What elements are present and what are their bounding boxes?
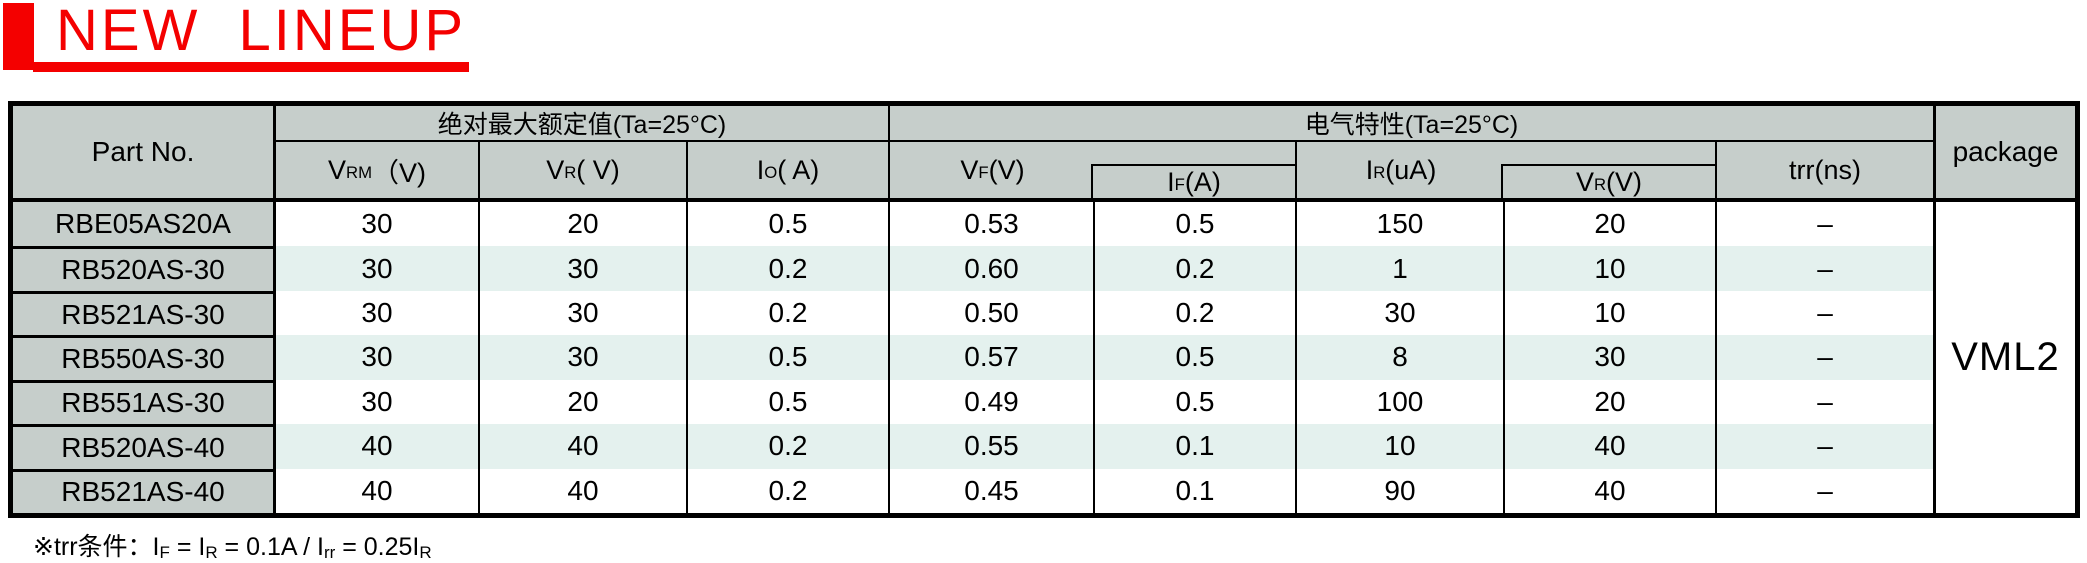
value-cell-trr: – (1817, 208, 1833, 240)
value-cell-if: 0.1 (1095, 424, 1297, 469)
value-cell-vf: 0.49 (890, 379, 1095, 425)
value-cell-io: 0.2 (688, 246, 890, 291)
value-cell-vr2: 10 (1505, 246, 1717, 291)
value-cell-vr2: 30 (1505, 335, 1717, 380)
value-cell-vr: 30 (480, 290, 688, 336)
value-cell-vr2: 20 (1505, 379, 1717, 425)
value-cell-vr: 40 (480, 468, 688, 513)
part-no-cell: RBE05AS20A (13, 202, 276, 247)
header-io-symbol: I (756, 154, 765, 185)
header-if-symbol: I (1167, 166, 1175, 197)
value-cell-if: 0.5 (1095, 335, 1297, 380)
value-cell-vr2: 10 (1505, 290, 1717, 336)
value-cell-if: 0.5 (1095, 202, 1297, 247)
value-cell-trr: – (1817, 474, 1833, 506)
value-cell-vf: 0.53 (890, 202, 1095, 247)
header-vf-symbol: V (960, 154, 979, 185)
footnote-text: ※trr条件：I (33, 533, 160, 561)
group-header-electrical-characteristics: 电气特性(Ta=25°C) (890, 106, 1933, 142)
value-cell-vr2: 20 (1505, 202, 1717, 247)
spec-table: Part No. 绝对最大额定值(Ta=25°C) 电气特性(Ta=25°C) … (8, 101, 2080, 518)
value-cell-ir: 150 (1297, 202, 1505, 247)
header-vrm: V RM （V) (276, 142, 480, 202)
value-cell-ir: 10 (1297, 424, 1505, 469)
header-trr-symbol: trr (1789, 154, 1815, 185)
trr-condition-footnote: ※trr条件：IF = IR = 0.1A / Irr = 0.25IR (33, 533, 432, 562)
value-cell-io: 0.5 (688, 202, 890, 247)
value-cell-trr: – (1817, 297, 1833, 329)
value-cell-ir: 30 (1297, 290, 1505, 336)
value-cell-vf: 0.57 (890, 335, 1095, 380)
value-cell-vrm: 40 (276, 424, 480, 469)
value-cell-trr: – (1717, 335, 1933, 380)
value-cell-ir: 8 (1297, 335, 1505, 380)
value-cell-vr: 20 (480, 379, 688, 425)
header-package: package (1933, 106, 2075, 202)
part-no-cell: RB550AS-30 (13, 335, 276, 380)
value-cell-ir: 90 (1297, 468, 1505, 513)
value-cell-vr: 40 (480, 424, 688, 469)
value-cell-vf: 0.55 (890, 424, 1095, 469)
value-cell-if: 0.2 (1095, 246, 1297, 291)
header-vr-symbol: V (546, 154, 565, 185)
part-no-cell: RB521AS-40 (13, 468, 276, 513)
value-cell-vf: 0.50 (890, 290, 1095, 336)
header-ir-symbol: I (1365, 154, 1374, 185)
value-cell-vf: 0.60 (890, 246, 1095, 291)
header-vr: V R( V) (480, 142, 688, 202)
title-accent-bar (3, 3, 34, 70)
value-cell-ir: 100 (1297, 379, 1505, 425)
value-cell-vrm: 30 (276, 335, 480, 380)
value-cell-vr2: 40 (1505, 424, 1717, 469)
value-cell-vr: 30 (480, 335, 688, 380)
value-cell-io: 0.5 (688, 335, 890, 380)
header-vr2-symbol: V (1575, 166, 1594, 197)
value-cell-io: 0.2 (688, 424, 890, 469)
title-underline (33, 62, 469, 72)
value-cell-io: 0.5 (688, 379, 890, 425)
package-value-cell: VML2 (1933, 202, 2075, 513)
value-cell-vrm: 30 (276, 202, 480, 247)
value-cell-trr: – (1717, 424, 1933, 469)
header-io: I O( A) (688, 142, 890, 202)
page-title: NEW LINEUP (56, 0, 467, 63)
part-no-cell: RB520AS-30 (13, 246, 276, 291)
value-cell-if: 0.2 (1095, 290, 1297, 336)
value-cell-vr: 30 (480, 246, 688, 291)
value-cell-vf: 0.45 (890, 468, 1095, 513)
value-cell-vrm: 30 (276, 290, 480, 336)
value-cell-vr2: 40 (1505, 468, 1717, 513)
value-cell-vrm: 40 (276, 468, 480, 513)
group-header-absolute-max-ratings: 绝对最大额定值(Ta=25°C) (276, 106, 890, 142)
value-cell-vrm: 30 (276, 379, 480, 425)
value-cell-trr: – (1717, 246, 1933, 291)
part-no-cell: RB520AS-40 (13, 424, 276, 469)
value-cell-io: 0.2 (688, 468, 890, 513)
header-trr: trr (ns) (1717, 142, 1933, 202)
header-vrm-symbol: V (327, 154, 346, 185)
value-cell-vrm: 30 (276, 246, 480, 291)
part-no-cell: RB521AS-30 (13, 290, 276, 336)
header-part-no: Part No. (13, 106, 276, 202)
value-cell-io: 0.2 (688, 290, 890, 336)
value-cell-vr: 20 (480, 202, 688, 247)
value-cell-ir: 1 (1297, 246, 1505, 291)
value-cell-trr: – (1817, 385, 1833, 417)
part-no-cell: RB551AS-30 (13, 379, 276, 425)
value-cell-if: 0.1 (1095, 468, 1297, 513)
value-cell-if: 0.5 (1095, 379, 1297, 425)
